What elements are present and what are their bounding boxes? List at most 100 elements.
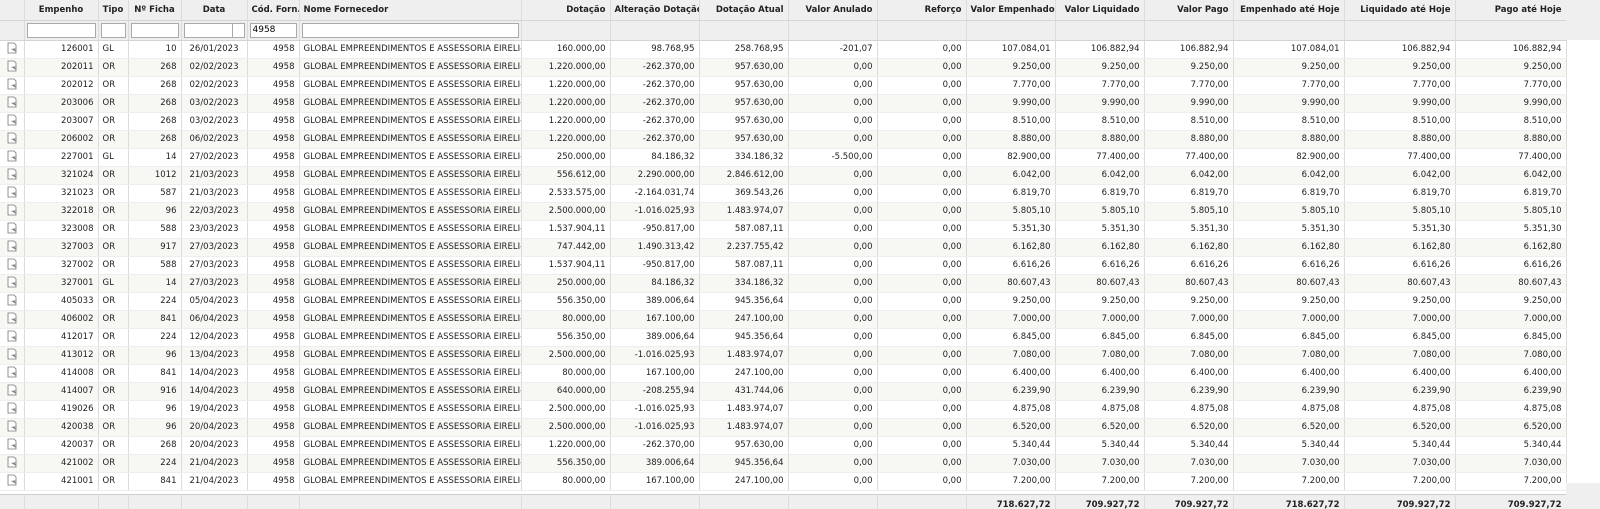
filter-input[interactable]: [301, 22, 519, 38]
filter-cell: [699, 20, 789, 41]
cell: GLOBAL EMPREENDIMENTOS E ASSESSORIA EIRE…: [299, 418, 522, 437]
cell: 4958: [247, 148, 300, 167]
total-value: 709.927,72: [1055, 493, 1145, 509]
cell: 4958: [247, 292, 300, 311]
cell: 0,00: [877, 292, 967, 311]
cell: 5.351,30: [1144, 220, 1234, 239]
data-row: 322018 OR 96 22/03/2023 4958 GLOBAL EMPREENDI…: [0, 202, 1567, 221]
cell: -5.500,00: [788, 148, 878, 167]
cell: 9.250,00: [1144, 292, 1234, 311]
edit-icon[interactable]: [6, 240, 18, 252]
column-header[interactable]: Reforço: [877, 0, 967, 21]
column-header[interactable]: Empenho: [24, 0, 99, 21]
column-header[interactable]: Data: [181, 0, 248, 21]
cell: OR: [98, 436, 129, 455]
edit-icon[interactable]: [6, 150, 18, 162]
edit-icon[interactable]: [6, 96, 18, 108]
filter-input[interactable]: [100, 22, 126, 38]
column-header[interactable]: Liquidado até Hoje: [1344, 0, 1456, 21]
cell: 268: [128, 130, 182, 149]
column-header[interactable]: Cód. Forn.: [247, 0, 300, 21]
cell: 406002: [24, 310, 99, 329]
data-row: 321024 OR 1012 21/03/2023 4958 GLOBAL EMPREEN…: [0, 166, 1567, 185]
column-header[interactable]: Dotação: [521, 0, 611, 21]
column-header[interactable]: Nº Ficha: [128, 0, 182, 21]
cell: 7.770,00: [1055, 76, 1145, 95]
cell: 6.042,00: [1344, 166, 1456, 185]
cell: 7.200,00: [966, 472, 1056, 491]
row-action: [0, 274, 25, 293]
cell: 841: [128, 310, 182, 329]
edit-icon[interactable]: [6, 42, 18, 54]
filter-input[interactable]: [249, 22, 297, 38]
column-header[interactable]: Dotação Atual: [699, 0, 789, 21]
column-header[interactable]: Empenhado até Hoje: [1233, 0, 1345, 21]
cell: 6.845,00: [1344, 328, 1456, 347]
column-header[interactable]: Valor Pago: [1144, 0, 1234, 21]
column-header[interactable]: Valor Empenhado: [966, 0, 1056, 21]
cell: 7.000,00: [1455, 310, 1567, 329]
edit-icon[interactable]: [6, 276, 18, 288]
cell: 327003: [24, 238, 99, 257]
edit-icon[interactable]: [6, 258, 18, 270]
cell: 268: [128, 112, 182, 131]
cell: OR: [98, 292, 129, 311]
cell: 4958: [247, 256, 300, 275]
cell: 5.351,30: [1455, 220, 1567, 239]
filter-input[interactable]: [26, 22, 96, 38]
edit-icon[interactable]: [6, 168, 18, 180]
column-header[interactable]: Pago até Hoje: [1455, 0, 1567, 21]
cell: OR: [98, 256, 129, 275]
edit-icon[interactable]: [6, 402, 18, 414]
cell: 80.000,00: [521, 310, 611, 329]
cell: 247.100,00: [699, 364, 789, 383]
cell: 160.000,00: [521, 40, 611, 59]
edit-icon[interactable]: [6, 348, 18, 360]
cell: 747.442,00: [521, 238, 611, 257]
column-header[interactable]: Valor Anulado: [788, 0, 878, 21]
cell: 80.607,43: [1144, 274, 1234, 293]
cell: 405033: [24, 292, 99, 311]
column-header[interactable]: Nome Fornecedor: [299, 0, 522, 21]
cell: 9.990,00: [966, 94, 1056, 113]
cell: 84.186,32: [610, 274, 700, 293]
edit-icon[interactable]: [6, 420, 18, 432]
cell: 6.819,70: [1144, 184, 1234, 203]
cell: -262.370,00: [610, 58, 700, 77]
cell: 9.250,00: [1455, 58, 1567, 77]
edit-icon[interactable]: [6, 78, 18, 90]
edit-icon[interactable]: [6, 438, 18, 450]
cell: 5.340,44: [966, 436, 1056, 455]
edit-icon[interactable]: [6, 294, 18, 306]
cell: 6.162,80: [1455, 238, 1567, 257]
edit-icon[interactable]: [6, 330, 18, 342]
total-value: 709.927,72: [1144, 493, 1234, 509]
cell: 77.400,00: [1144, 148, 1234, 167]
edit-icon[interactable]: [6, 222, 18, 234]
edit-icon[interactable]: [6, 204, 18, 216]
edit-icon[interactable]: [6, 132, 18, 144]
row-action: [0, 58, 25, 77]
cell: 5.805,10: [1455, 202, 1567, 221]
edit-icon[interactable]: [6, 114, 18, 126]
edit-icon[interactable]: [6, 384, 18, 396]
edit-icon[interactable]: [6, 366, 18, 378]
cell: 4958: [247, 40, 300, 59]
column-header[interactable]: Tipo: [98, 0, 129, 21]
column-header[interactable]: Valor Liquidado: [1055, 0, 1145, 21]
column-header[interactable]: Alteração Dotação: [610, 0, 700, 21]
filter-input[interactable]: [130, 22, 179, 38]
edit-icon[interactable]: [6, 456, 18, 468]
cell: GLOBAL EMPREENDIMENTOS E ASSESSORIA EIRE…: [299, 400, 522, 419]
edit-icon[interactable]: [6, 474, 18, 486]
edit-icon[interactable]: [6, 186, 18, 198]
dropdown-arrow[interactable]: [231, 23, 244, 37]
cell: 7.080,00: [966, 346, 1056, 365]
total-cell: [788, 493, 878, 509]
filter-select[interactable]: [183, 22, 245, 38]
cell: 8.510,00: [1233, 112, 1345, 131]
cell: 1.483.974,07: [699, 400, 789, 419]
cell: 7.000,00: [1233, 310, 1345, 329]
edit-icon[interactable]: [6, 60, 18, 72]
edit-icon[interactable]: [6, 312, 18, 324]
